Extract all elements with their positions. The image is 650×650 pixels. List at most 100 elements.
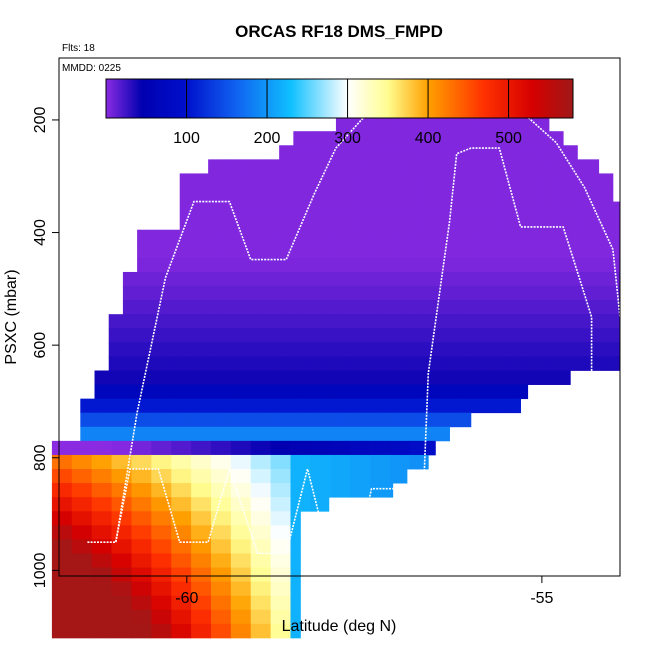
heatmap-cell bbox=[71, 595, 93, 611]
heatmap-cell bbox=[191, 469, 212, 484]
heatmap-cell bbox=[299, 398, 320, 414]
heatmap-cell bbox=[321, 286, 343, 301]
heatmap-cell bbox=[131, 469, 152, 484]
heatmap-cell bbox=[199, 201, 220, 217]
heatmap-cell bbox=[370, 440, 391, 456]
heatmap-cell bbox=[259, 173, 280, 188]
heatmap-cell bbox=[560, 286, 581, 301]
heatmap-cell bbox=[239, 173, 260, 188]
heatmap-cell bbox=[91, 623, 112, 639]
heatmap-cell bbox=[466, 328, 487, 343]
heatmap-cell bbox=[242, 271, 263, 287]
heatmap-cell bbox=[497, 398, 519, 414]
heatmap-cell bbox=[506, 328, 527, 343]
heatmap-cell bbox=[179, 398, 200, 414]
heatmap-cell bbox=[401, 286, 422, 301]
heatmap-cell bbox=[338, 215, 360, 231]
heatmap-cell bbox=[512, 384, 529, 400]
heatmap-cell bbox=[71, 553, 93, 568]
heatmap-cell bbox=[228, 159, 249, 174]
heatmap-cell bbox=[398, 187, 419, 202]
heatmap-cell bbox=[458, 201, 479, 217]
heatmap-cell bbox=[540, 300, 561, 315]
heatmap-cell bbox=[222, 300, 243, 315]
heatmap-cell bbox=[395, 243, 416, 259]
heatmap-cell bbox=[290, 609, 301, 625]
heatmap-cell bbox=[71, 483, 93, 498]
heatmap-cell bbox=[318, 187, 340, 202]
heatmap-cell bbox=[250, 567, 272, 583]
heatmap-cell bbox=[517, 201, 539, 217]
heatmap-cell bbox=[230, 623, 252, 639]
x-axis-label: Latitude (deg N) bbox=[282, 618, 397, 635]
heatmap-cell bbox=[151, 595, 172, 611]
heatmap-cell bbox=[210, 511, 232, 526]
heatmap-cell bbox=[526, 314, 547, 329]
heatmap-cell bbox=[196, 229, 218, 245]
heatmap-cell bbox=[128, 314, 149, 329]
heatmap-cell bbox=[398, 215, 419, 231]
heatmap-cell bbox=[202, 286, 223, 301]
heatmap-cell bbox=[358, 215, 379, 231]
heatmap-cell bbox=[566, 314, 587, 329]
heatmap-cell bbox=[455, 243, 476, 259]
heatmap-cell bbox=[270, 469, 291, 484]
heatmap-cell bbox=[51, 539, 73, 554]
heatmap-cell bbox=[290, 454, 311, 470]
heatmap-cell bbox=[412, 384, 433, 400]
heatmap-cell bbox=[512, 131, 533, 146]
heatmap-cell bbox=[199, 173, 220, 188]
heatmap-cell bbox=[91, 454, 112, 470]
heatmap-cell bbox=[492, 370, 513, 385]
heatmap-cell bbox=[242, 286, 263, 301]
heatmap-cell bbox=[537, 145, 558, 160]
heatmap-cell bbox=[270, 567, 291, 583]
heatmap-cell bbox=[526, 328, 547, 343]
heatmap-cell bbox=[262, 286, 283, 301]
heatmap-cell bbox=[367, 342, 388, 357]
heatmap-cell bbox=[176, 229, 198, 245]
heatmap-cell bbox=[270, 440, 291, 456]
heatmap-cell bbox=[259, 412, 280, 428]
heatmap-cell bbox=[540, 286, 561, 301]
heatmap-cell bbox=[191, 595, 212, 611]
heatmap-cell bbox=[199, 398, 220, 414]
heatmap-cell bbox=[327, 356, 348, 371]
heatmap-cell bbox=[134, 384, 155, 400]
heatmap-cell bbox=[418, 215, 439, 231]
heatmap-cell bbox=[517, 215, 539, 231]
x-tick-label: -60 bbox=[175, 590, 198, 607]
heatmap-cell bbox=[208, 328, 229, 343]
heatmap-cell bbox=[196, 243, 218, 259]
heatmap-cell bbox=[210, 483, 232, 498]
heatmap-cell bbox=[367, 328, 388, 343]
heatmap-cell bbox=[313, 384, 334, 400]
heatmap-cell bbox=[71, 454, 93, 470]
heatmap-cell bbox=[230, 553, 252, 568]
heatmap-cell bbox=[51, 440, 73, 456]
heatmap-cell bbox=[497, 187, 519, 202]
heatmap-cell bbox=[398, 173, 419, 188]
heatmap-cell bbox=[480, 271, 502, 287]
heatmap-cell bbox=[148, 328, 169, 343]
heatmap-cell bbox=[210, 440, 232, 456]
heatmap-cell bbox=[412, 131, 433, 146]
heatmap-cell bbox=[477, 173, 499, 188]
heatmap-cell bbox=[392, 370, 414, 385]
heatmap-cell bbox=[597, 173, 614, 188]
heatmap-cell bbox=[287, 159, 308, 174]
heatmap-cell bbox=[148, 314, 169, 329]
heatmap-cell bbox=[250, 440, 272, 456]
heatmap-cell bbox=[352, 131, 374, 146]
heatmap-cell bbox=[560, 271, 581, 287]
heatmap-cell bbox=[239, 187, 260, 202]
y-axis-label: PSXC (mbar) bbox=[3, 269, 20, 364]
heatmap-cell bbox=[296, 243, 317, 259]
heatmap-cell bbox=[191, 497, 212, 512]
heatmap-cell bbox=[154, 370, 175, 385]
heatmap-cell bbox=[270, 581, 291, 597]
heatmap-cell bbox=[139, 412, 161, 428]
heatmap-cell bbox=[210, 469, 232, 484]
heatmap-cell bbox=[520, 300, 541, 315]
heatmap-cell bbox=[438, 398, 459, 414]
